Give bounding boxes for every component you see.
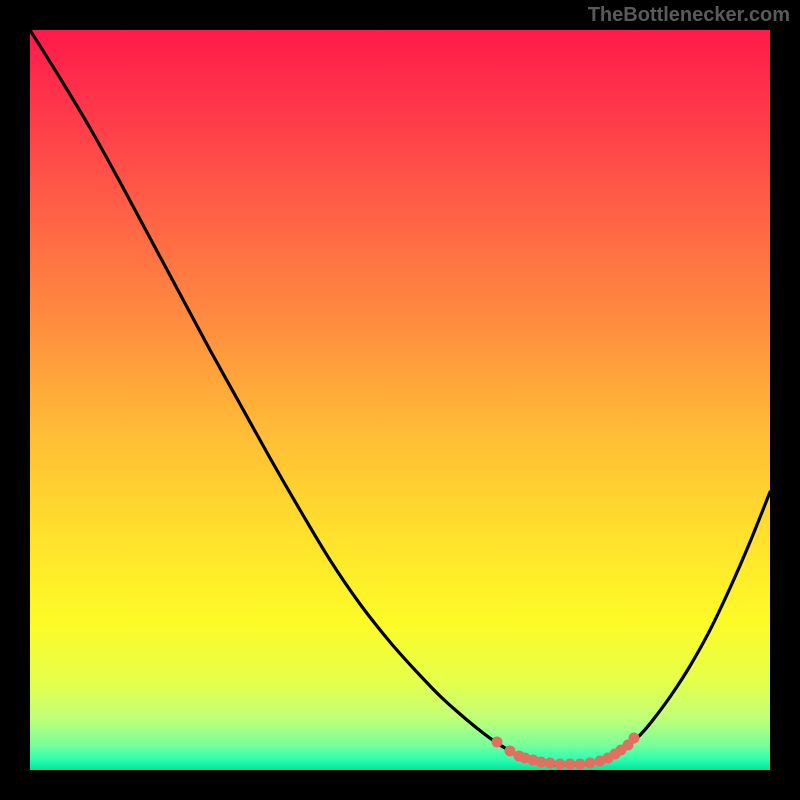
watermark-text: TheBottlenecker.com	[588, 4, 790, 27]
highlight-dot	[585, 758, 596, 769]
highlight-dot	[575, 759, 586, 770]
highlight-dot	[492, 737, 503, 748]
gradient-background	[30, 30, 770, 770]
highlight-dot	[565, 759, 576, 770]
highlight-dot	[545, 758, 556, 769]
chart-plot	[30, 30, 770, 770]
highlight-dot	[555, 759, 566, 770]
chart-container: TheBottlenecker.com	[0, 0, 800, 800]
highlight-dot	[629, 733, 640, 744]
